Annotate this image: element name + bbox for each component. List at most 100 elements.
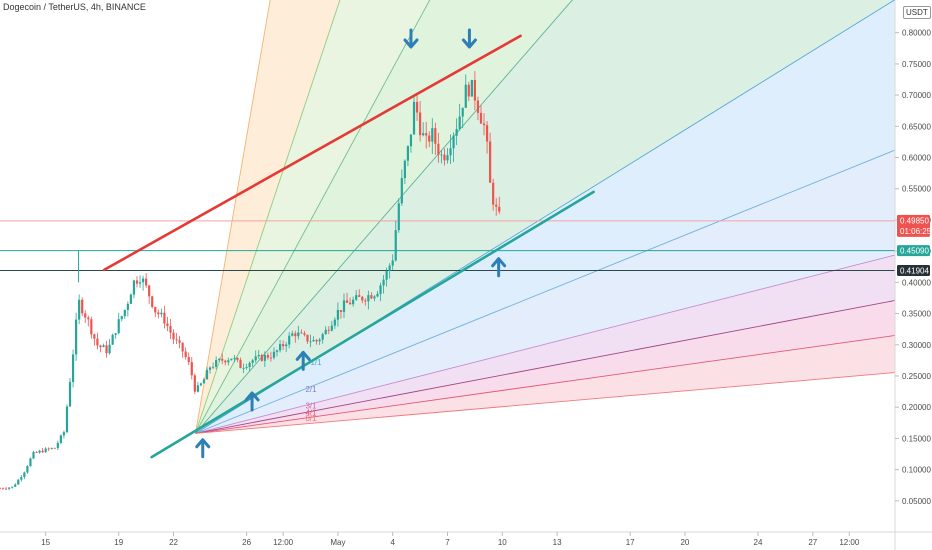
candle-body	[175, 339, 178, 341]
reference-lines	[0, 220, 895, 283]
candle-body	[132, 280, 136, 295]
candle-body	[154, 306, 157, 313]
candle-body	[211, 366, 215, 368]
candle-body	[208, 367, 212, 370]
candle-body	[449, 148, 452, 156]
candle-body	[400, 178, 403, 204]
candle-body	[218, 358, 221, 361]
price-tag	[897, 264, 930, 276]
candle-body	[333, 319, 336, 326]
candle-body	[41, 450, 44, 453]
candle-body	[397, 203, 400, 231]
y-tick-label: 0.15000	[902, 434, 931, 443]
candle-body	[11, 486, 14, 488]
fan-ray	[195, 300, 895, 434]
candle-body	[35, 452, 38, 453]
annotation-arrows	[195, 28, 507, 459]
candle-body	[157, 312, 160, 315]
gann-fan: 1/1 2/1 3/14/18/1	[194, 0, 895, 434]
candle-body	[17, 479, 20, 485]
arrow-up-icon	[491, 257, 507, 278]
price-tag-label: 0.41904	[900, 266, 929, 275]
y-tick-label: 0.05000	[902, 497, 931, 506]
candle-body	[403, 160, 406, 179]
x-tick-label: 12:00	[839, 538, 860, 547]
candle-body	[126, 303, 129, 310]
candle-body	[26, 466, 29, 473]
candle-body	[412, 101, 416, 135]
arrow-head	[461, 38, 477, 49]
candle-body	[406, 146, 410, 161]
candle-body	[327, 329, 330, 331]
fan-zone	[195, 0, 573, 434]
candle-body	[498, 206, 501, 212]
y-tick-label: 0.75000	[902, 60, 931, 69]
y-tick-label: 0.65000	[902, 122, 931, 131]
candle-body	[288, 335, 291, 345]
candle-body	[102, 345, 105, 348]
x-tick-label: 10	[498, 538, 507, 547]
candle-body	[352, 299, 355, 305]
candle-body	[470, 80, 473, 97]
chart-title: Dogecoin / TetherUS, 4h, BINANCE	[3, 2, 146, 12]
candle-body	[120, 316, 123, 320]
candle-body	[0, 488, 2, 490]
candle-body	[382, 279, 385, 286]
candle-body	[388, 265, 391, 271]
fan-label: 8/1	[305, 414, 317, 423]
time-axis[interactable]: 15 19 22 26 12:00 May 4 7 10 13 17 20 24 27 12:00	[41, 532, 860, 547]
candle-body	[199, 383, 203, 386]
candle-body	[233, 357, 236, 359]
fan-ray	[195, 254, 895, 434]
candle-body	[148, 285, 151, 297]
y-tick-label: 0.20000	[902, 403, 931, 412]
candle-body	[227, 360, 230, 363]
candle-body	[376, 293, 379, 297]
candle-body	[324, 329, 327, 335]
candle-body	[20, 477, 23, 480]
candle-body	[8, 487, 11, 489]
currency-button[interactable]: USDT	[903, 6, 931, 19]
candle-body	[464, 84, 467, 108]
y-tick-label: 0.80000	[902, 29, 931, 38]
fan-label: 3/1	[305, 401, 317, 410]
candle-body	[215, 360, 218, 367]
candle-body	[32, 452, 35, 459]
candle-body	[4, 488, 8, 490]
candle-body	[245, 367, 248, 369]
y-tick-label: 0.10000	[902, 466, 931, 475]
candle-body	[489, 141, 492, 183]
fan-label: 1/1	[310, 358, 322, 367]
candle-body	[166, 323, 169, 327]
candle-body	[14, 484, 17, 487]
arrow-head	[403, 38, 419, 49]
candle-body	[348, 302, 352, 305]
candle-body	[379, 285, 382, 294]
candle-body	[169, 326, 172, 333]
candle-body	[291, 333, 294, 336]
arrow-head	[195, 438, 211, 449]
candle-body	[117, 319, 120, 334]
candle-body	[455, 129, 458, 136]
candle-body	[59, 435, 62, 443]
fan-ray	[195, 0, 573, 434]
candle-body	[318, 339, 321, 342]
candle-body	[163, 312, 166, 324]
fan-label: 4/1	[305, 408, 317, 417]
fan-ray	[195, 0, 431, 434]
candle-body	[184, 351, 187, 358]
candle-body	[309, 341, 312, 343]
candle-body	[373, 296, 376, 299]
candle-body	[87, 317, 90, 320]
trend-line-support	[150, 190, 595, 459]
candle-body	[367, 295, 370, 302]
y-tick-label: 0.30000	[902, 341, 931, 350]
candle-body	[187, 357, 190, 363]
candle-body	[172, 332, 175, 340]
candle-body	[71, 354, 75, 382]
candle-body	[75, 319, 78, 355]
candles	[0, 71, 501, 491]
candle-body	[339, 310, 343, 312]
arrow-up-icon	[195, 438, 211, 459]
